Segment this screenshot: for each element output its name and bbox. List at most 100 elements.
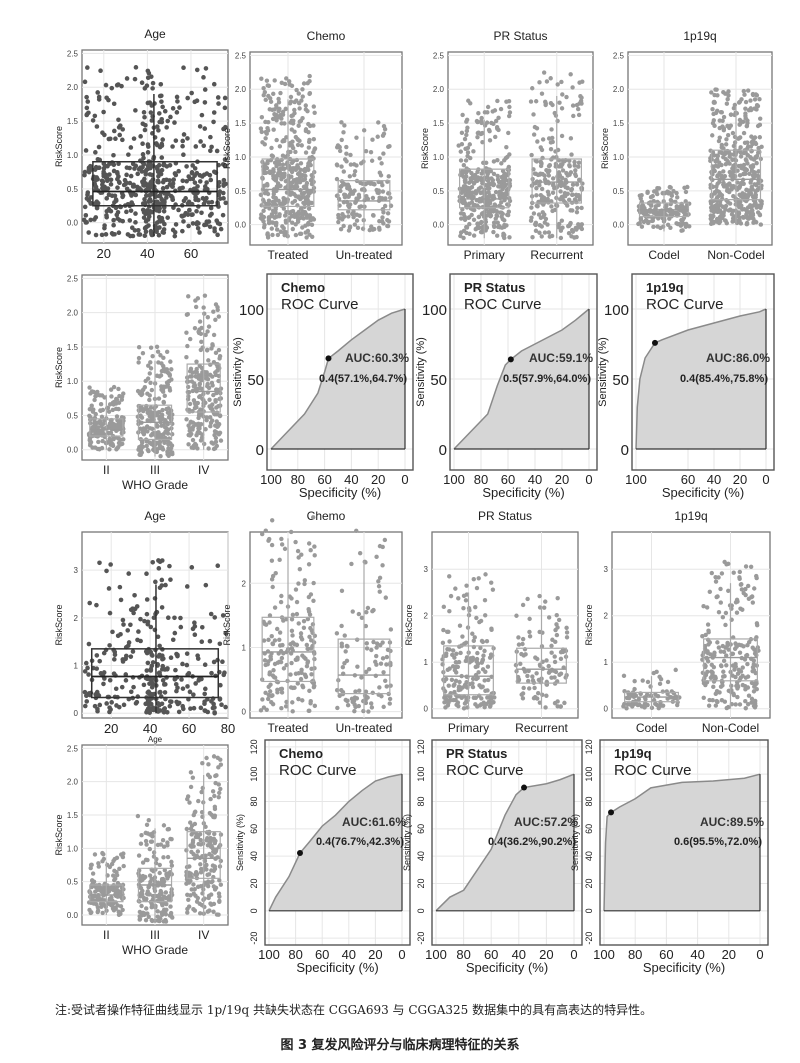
data-point (109, 700, 114, 705)
data-point (108, 208, 114, 214)
data-point (312, 147, 317, 152)
data-point (263, 622, 269, 627)
data-point (161, 208, 167, 214)
data-point (272, 605, 278, 610)
panel-title: PR Status (478, 509, 532, 523)
data-point (717, 219, 723, 224)
data-point (725, 96, 730, 102)
data-point (134, 604, 140, 609)
data-point (184, 662, 190, 668)
data-point (297, 106, 302, 111)
data-point (528, 99, 534, 104)
data-point (101, 650, 107, 656)
data-point (142, 176, 147, 182)
data-point (479, 178, 484, 183)
data-point (516, 635, 521, 640)
data-point (479, 685, 484, 690)
y-tick-label: 2.0 (67, 83, 79, 92)
data-point (713, 579, 719, 584)
data-point (161, 656, 166, 661)
data-point (749, 696, 755, 702)
data-point (144, 443, 149, 449)
data-point (657, 674, 662, 679)
data-point (737, 184, 743, 189)
data-point (114, 414, 120, 419)
y-tick-label: 2 (74, 614, 79, 623)
data-point (157, 119, 162, 125)
data-point (131, 136, 137, 141)
data-point (303, 674, 309, 680)
x-tick-label: 40 (528, 472, 542, 487)
data-point (195, 225, 201, 231)
data-point (339, 588, 345, 594)
data-point (461, 163, 467, 168)
data-point (534, 203, 540, 208)
data-point (550, 176, 556, 181)
data-point (96, 861, 101, 866)
data-point (155, 349, 161, 354)
data-point (682, 185, 687, 190)
data-point (639, 193, 644, 198)
data-point (731, 152, 737, 157)
roc-curve (635, 308, 767, 450)
data-point (715, 699, 720, 705)
data-point (193, 681, 198, 686)
data-point (556, 164, 562, 169)
data-point (84, 112, 89, 118)
data-point (203, 686, 208, 692)
data-point (304, 642, 310, 648)
data-point (651, 198, 656, 204)
data-point (180, 686, 186, 691)
data-point (507, 110, 513, 115)
data-point (495, 220, 500, 225)
data-point (467, 231, 472, 236)
data-point (357, 550, 363, 556)
data-point (470, 207, 476, 212)
data-point (532, 685, 537, 691)
data-point (275, 690, 280, 695)
data-point (115, 880, 121, 886)
data-point (267, 107, 272, 112)
data-point (172, 233, 178, 239)
data-point (270, 584, 275, 590)
data-point (446, 629, 451, 634)
data-point (94, 199, 100, 204)
data-point (209, 440, 214, 445)
data-point (272, 78, 277, 83)
data-point (726, 647, 731, 652)
data-point (167, 563, 172, 569)
data-point (339, 641, 344, 646)
data-point (341, 169, 346, 174)
data-point (306, 189, 312, 194)
data-point (147, 846, 153, 852)
data-point (302, 581, 307, 587)
data-point (711, 118, 717, 123)
data-point (164, 426, 169, 431)
data-point (173, 172, 179, 178)
data-point (154, 344, 160, 349)
data-point (556, 617, 562, 623)
data-point (737, 117, 743, 123)
data-point (632, 692, 637, 697)
data-point (730, 157, 735, 162)
data-point (564, 94, 569, 100)
data-point (558, 197, 563, 202)
data-point (465, 698, 470, 703)
data-point (555, 625, 560, 630)
data-point (486, 182, 491, 187)
category-label: II (103, 463, 110, 477)
optimal-threshold-point (325, 355, 332, 362)
x-tick-label: 100 (625, 472, 647, 487)
data-point (543, 599, 548, 604)
data-point (107, 136, 113, 142)
data-point (143, 378, 148, 384)
data-point (140, 141, 145, 146)
data-point (752, 586, 757, 591)
data-point (282, 213, 288, 218)
data-point (272, 201, 277, 206)
data-point (271, 91, 276, 97)
data-point (450, 648, 456, 653)
data-point (166, 440, 172, 445)
data-point (725, 199, 731, 205)
data-point (153, 579, 158, 585)
